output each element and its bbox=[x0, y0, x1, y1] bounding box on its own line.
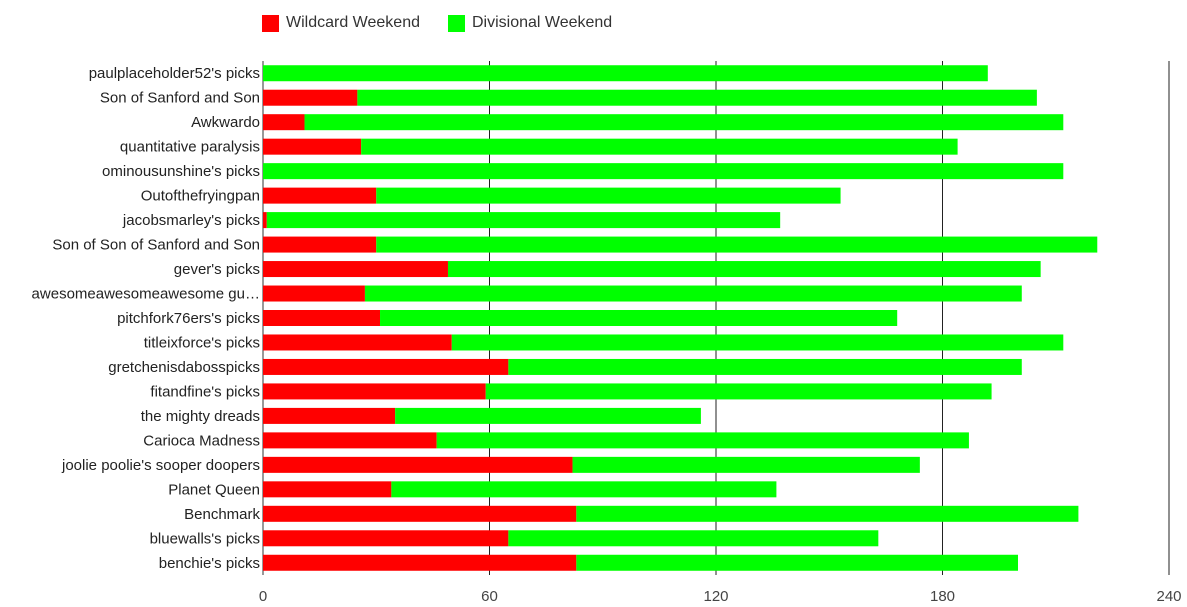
category-label: Son of Sanford and Son bbox=[100, 90, 260, 107]
category-label: pitchfork76ers's picks bbox=[117, 310, 260, 327]
bar-divisional[interactable] bbox=[376, 236, 1098, 253]
bar-wildcard[interactable] bbox=[263, 285, 365, 302]
category-label: Outofthefryingpan bbox=[141, 188, 260, 205]
bar-wildcard[interactable] bbox=[263, 334, 452, 351]
legend: Wildcard Weekend Divisional Weekend bbox=[262, 14, 612, 32]
category-label: the mighty dreads bbox=[141, 408, 260, 425]
bar-divisional[interactable] bbox=[451, 334, 1064, 351]
bar-wildcard[interactable] bbox=[263, 530, 509, 547]
bar-wildcard[interactable] bbox=[263, 236, 377, 253]
bar-divisional[interactable] bbox=[304, 114, 1064, 131]
bar-wildcard[interactable] bbox=[263, 261, 448, 278]
bar-wildcard[interactable] bbox=[263, 138, 362, 155]
bar-divisional[interactable] bbox=[364, 285, 1022, 302]
legend-swatch-wildcard bbox=[262, 14, 279, 32]
legend-label-divisional: Divisional Weekend bbox=[471, 14, 613, 31]
legend-item-wildcard[interactable]: Wildcard Weekend bbox=[262, 14, 420, 32]
category-label: benchie's picks bbox=[159, 555, 260, 572]
category-label: quantitative paralysis bbox=[120, 139, 260, 156]
category-label: Benchmark bbox=[184, 506, 260, 523]
x-tick-labels: 0 60 120 180 240 bbox=[259, 588, 1182, 605]
bar-divisional[interactable] bbox=[485, 383, 992, 400]
x-tick-label: 240 bbox=[1156, 588, 1181, 605]
bar-divisional[interactable] bbox=[395, 407, 701, 424]
legend-swatch-divisional bbox=[447, 14, 465, 32]
category-label: gever's picks bbox=[174, 261, 260, 278]
legend-label-wildcard: Wildcard Weekend bbox=[286, 14, 420, 31]
category-label: Awkwardo bbox=[191, 114, 260, 131]
bar-divisional[interactable] bbox=[263, 163, 1064, 180]
category-label: fitandfine's picks bbox=[150, 383, 260, 400]
bar-divisional[interactable] bbox=[357, 89, 1037, 106]
category-label: joolie poolie's sooper doopers bbox=[61, 457, 260, 474]
bar-wildcard[interactable] bbox=[263, 310, 381, 326]
category-label: Planet Queen bbox=[168, 481, 260, 498]
category-label: titleixforce's picks bbox=[144, 334, 260, 351]
category-label: Son of Son of Sanford and Son bbox=[52, 237, 260, 254]
bar-divisional[interactable] bbox=[376, 187, 841, 204]
bar-divisional[interactable] bbox=[508, 358, 1022, 375]
x-tick-label: 60 bbox=[481, 588, 498, 605]
category-label: awesomeawesomeawesome gu… bbox=[32, 286, 260, 303]
category-label: Carioca Madness bbox=[143, 432, 260, 449]
category-label: gretchenisdabosspicks bbox=[108, 359, 260, 376]
bar-divisional[interactable] bbox=[572, 456, 920, 473]
bar-wildcard[interactable] bbox=[263, 481, 392, 498]
bar-wildcard[interactable] bbox=[263, 187, 377, 204]
bars bbox=[263, 65, 1098, 571]
bar-divisional[interactable] bbox=[391, 481, 777, 498]
category-label: bluewalls's picks bbox=[150, 530, 260, 547]
x-tick-label: 0 bbox=[259, 588, 267, 605]
bar-wildcard[interactable] bbox=[263, 554, 577, 571]
bar-wildcard[interactable] bbox=[263, 114, 305, 131]
category-label: jacobsmarley's picks bbox=[122, 212, 260, 229]
category-label: ominousunshine's picks bbox=[102, 163, 260, 180]
bar-wildcard[interactable] bbox=[263, 505, 577, 522]
bar-divisional[interactable] bbox=[436, 432, 969, 449]
bar-divisional[interactable] bbox=[361, 138, 958, 155]
category-label: paulplaceholder52's picks bbox=[89, 65, 260, 82]
bar-wildcard[interactable] bbox=[263, 212, 267, 229]
bar-wildcard[interactable] bbox=[263, 456, 573, 473]
category-labels: paulplaceholder52's picks Son of Sanford … bbox=[32, 65, 261, 572]
bar-wildcard[interactable] bbox=[263, 432, 437, 449]
x-tick-label: 120 bbox=[703, 588, 728, 605]
legend-item-divisional[interactable]: Divisional Weekend bbox=[447, 14, 613, 32]
bar-divisional[interactable] bbox=[266, 212, 781, 229]
bar-wildcard[interactable] bbox=[263, 358, 509, 375]
bar-divisional[interactable] bbox=[447, 261, 1041, 278]
bar-wildcard[interactable] bbox=[263, 407, 396, 424]
x-tick-label: 180 bbox=[930, 588, 955, 605]
bar-divisional[interactable] bbox=[263, 65, 988, 82]
bar-divisional[interactable] bbox=[508, 530, 879, 547]
bar-divisional[interactable] bbox=[576, 505, 1079, 522]
bar-divisional[interactable] bbox=[380, 310, 898, 326]
bar-wildcard[interactable] bbox=[263, 89, 358, 106]
bar-divisional[interactable] bbox=[576, 554, 1018, 571]
bar-wildcard[interactable] bbox=[263, 383, 486, 400]
